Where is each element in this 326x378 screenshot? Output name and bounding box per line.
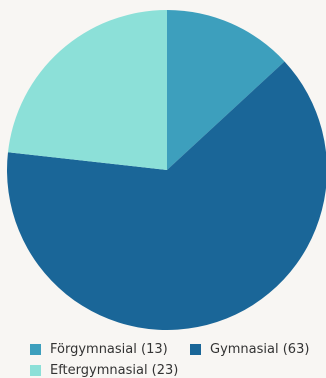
pie-slice-eftergymnasial[interactable] — [7, 10, 167, 170]
legend-item-eftergymnasial: Eftergymnasial (23) — [30, 363, 178, 378]
legend-label-forgymnasial: Förgymnasial (13) — [50, 342, 168, 357]
pie-slice-frgymnasial[interactable] — [167, 10, 285, 170]
legend-swatch-gymnasial — [190, 344, 201, 355]
legend-item-gymnasial: Gymnasial (63) — [190, 342, 309, 357]
legend-item-forgymnasial: Förgymnasial (13) — [30, 342, 168, 357]
legend-swatch-forgymnasial — [30, 344, 41, 355]
legend-swatch-eftergymnasial — [30, 365, 41, 376]
pie-slice-gymnasial[interactable] — [7, 61, 326, 330]
legend-label-eftergymnasial: Eftergymnasial (23) — [50, 363, 179, 378]
pie-chart-svg — [7, 10, 326, 330]
legend-label-gymnasial: Gymnasial (63) — [210, 342, 310, 357]
